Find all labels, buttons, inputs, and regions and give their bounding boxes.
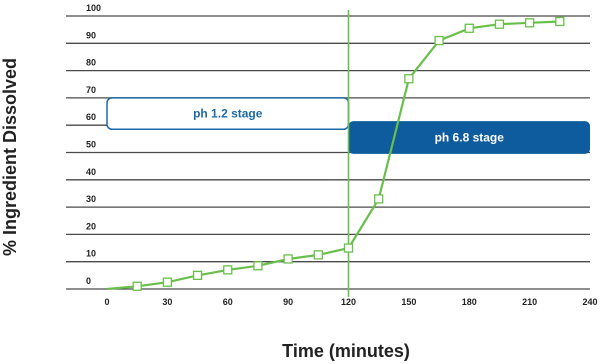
y-tick-label: 40 (86, 167, 96, 177)
stage2-band (348, 121, 590, 154)
data-point (374, 194, 384, 204)
data-point (524, 18, 535, 28)
data-point (253, 261, 263, 271)
data-point (494, 19, 505, 29)
y-axis-label: % Ingredient Dissolved (0, 58, 20, 256)
tick-labels: 0 10 20 30 40 50 60 70 80 90 100 0 30 60 90 120 150 180 21… (86, 3, 598, 307)
x-tick-label: 0 (104, 297, 109, 307)
y-tick-label: 10 (86, 249, 96, 259)
y-tick-label: 30 (86, 194, 96, 204)
x-tick-label: 180 (462, 297, 477, 307)
data-point (404, 74, 414, 84)
stage-bands: ph 1.2 stage ph 6.8 stage (106, 97, 590, 154)
stage1-label: ph 1.2 stage (193, 107, 263, 121)
x-tick-label: 120 (341, 297, 356, 307)
x-tick-label: 210 (522, 297, 537, 307)
stage2-label: ph 6.8 stage (435, 130, 505, 144)
y-tick-label: 70 (86, 85, 96, 95)
series-line (106, 20, 560, 291)
data-point (434, 35, 444, 46)
y-tick-label: 100 (86, 3, 101, 13)
data-point (464, 23, 474, 33)
y-tick-label: 90 (86, 30, 96, 40)
y-tick-label: 20 (86, 221, 96, 231)
x-tick-label: 240 (582, 297, 597, 307)
data-point (132, 281, 142, 291)
data-point (223, 265, 233, 275)
data-point (555, 16, 565, 27)
y-tick-label: 50 (86, 140, 96, 150)
data-point (283, 254, 293, 264)
x-tick-label: 150 (401, 297, 416, 307)
x-tick-label: 90 (283, 297, 293, 307)
x-tick-label: 30 (162, 297, 172, 307)
y-tick-label: 0 (86, 276, 91, 286)
y-tick-label: 60 (86, 112, 96, 122)
y-tick-label: 80 (86, 58, 96, 68)
data-point (162, 277, 173, 287)
data-point (313, 250, 323, 260)
data-point (343, 243, 354, 253)
data-point (192, 270, 203, 281)
series-layer (106, 10, 565, 297)
x-tick-label: 60 (223, 297, 233, 307)
x-axis-label: Time (minutes) (282, 341, 410, 361)
